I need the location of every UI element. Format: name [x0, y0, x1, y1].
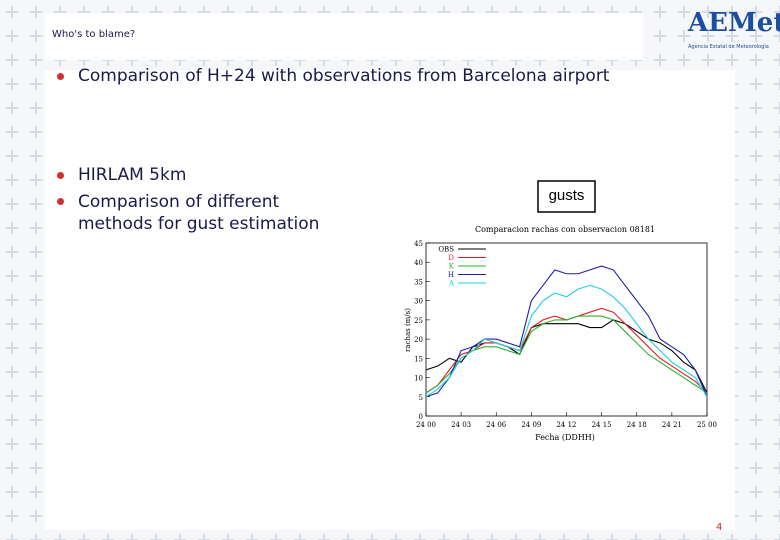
- x-tick-label: 24 12: [556, 421, 576, 429]
- y-tick-label: 5: [419, 394, 423, 402]
- bullet-text: Comparison of H+24 with observations fro…: [78, 66, 610, 86]
- header-title: Who's to blame?: [52, 29, 136, 40]
- series-line: [425, 307, 708, 394]
- legend-label: A: [448, 280, 455, 288]
- y-tick-label: 30: [414, 298, 423, 306]
- bullet-text: HIRLAM 5km: [78, 165, 187, 185]
- y-tick-label: 45: [414, 240, 423, 248]
- y-tick-label: 0: [419, 413, 423, 421]
- plot-frame: [425, 242, 708, 417]
- series-line: [425, 284, 708, 398]
- x-tick-label: 24 18: [627, 421, 647, 429]
- legend-label: H: [448, 271, 454, 279]
- x-tick-label: 24 00: [416, 421, 436, 429]
- series-line: [425, 319, 708, 394]
- x-tick-label: 24 03: [451, 421, 471, 429]
- y-tick-label: 35: [414, 278, 423, 286]
- bullet: [57, 172, 64, 179]
- page-number: 4: [716, 522, 723, 533]
- chart-title: Comparacion rachas con observacion 08181: [475, 225, 655, 234]
- x-tick-label: 24 09: [521, 421, 541, 429]
- logo-name: AEMet: [688, 8, 780, 38]
- y-tick-label: 10: [414, 375, 423, 383]
- callout: gusts: [548, 187, 585, 204]
- y-tick-label: 40: [414, 259, 423, 267]
- series-line: [425, 265, 708, 398]
- x-tick-label: 24 15: [592, 421, 612, 429]
- x-tick-label: 25 00: [697, 421, 717, 429]
- bullet: [57, 73, 64, 80]
- legend-label: OBS: [438, 246, 454, 254]
- logo-subtitle: Agencia Estatal de Meteorología: [688, 44, 769, 50]
- y-tick-label: 20: [414, 336, 423, 344]
- bullet: [57, 198, 64, 205]
- y-tick-label: 25: [414, 317, 423, 325]
- bullet-text: Comparison of different methods for gust…: [78, 192, 320, 234]
- legend-label: D: [448, 254, 454, 262]
- legend-label: K: [449, 263, 455, 271]
- x-tick-label: 24 06: [486, 421, 507, 429]
- x-axis-label: Fecha (DDHH): [535, 433, 595, 442]
- y-tick-label: 15: [414, 355, 423, 363]
- y-axis-label: rachas (m/s): [404, 308, 412, 352]
- x-tick-label: 24 21: [662, 421, 682, 429]
